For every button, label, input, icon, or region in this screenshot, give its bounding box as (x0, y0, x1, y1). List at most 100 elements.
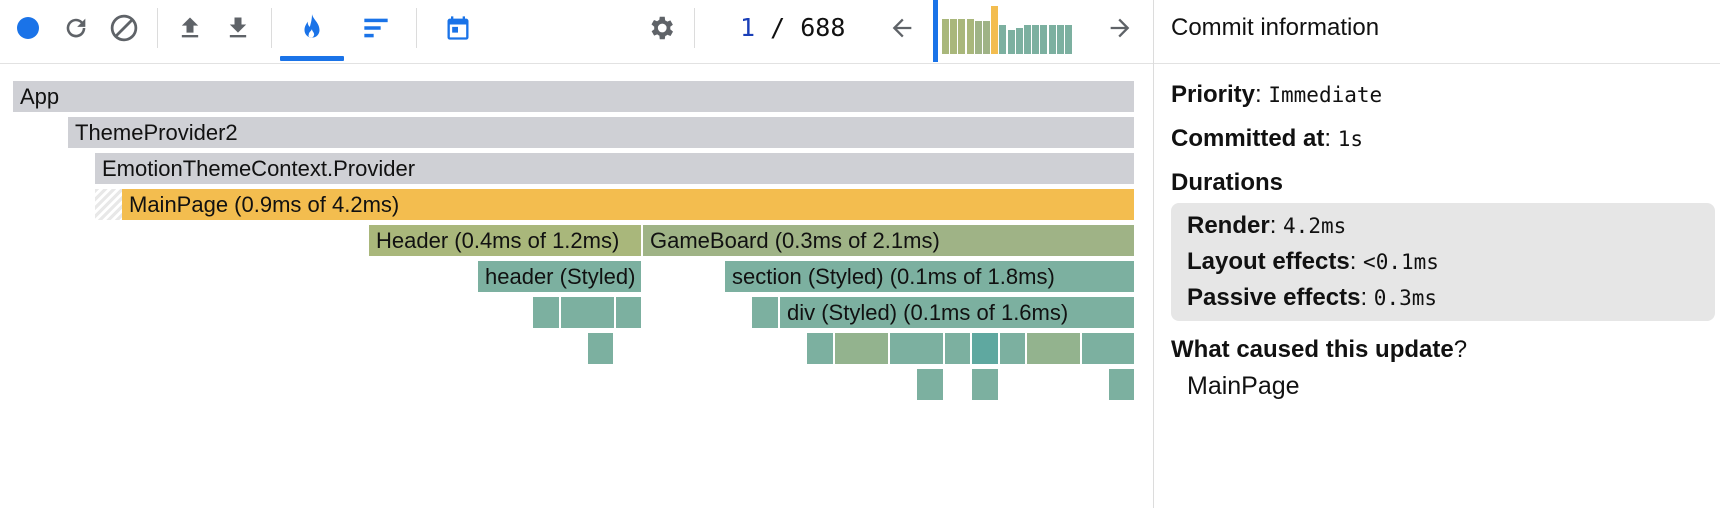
committed-at-label: Committed at (1171, 125, 1325, 152)
flame-node-emotion-theme-context-provider[interactable]: EmotionThemeContext.Provider (95, 153, 1136, 186)
record-button[interactable] (6, 8, 50, 48)
flame-node-app[interactable]: App (13, 81, 1136, 114)
priority-row: Priority: Immediate (1171, 81, 1383, 108)
commit-bar[interactable] (999, 25, 1007, 54)
render-duration-row: Render: 4.2ms (1187, 212, 1347, 239)
commit-bar[interactable] (1048, 25, 1056, 54)
render-value: 4.2ms (1283, 214, 1347, 238)
commit-bar[interactable] (983, 21, 990, 54)
committed-at-value: 1s (1337, 127, 1363, 151)
previous-commit-button[interactable] (880, 8, 924, 48)
timeline-icon (447, 16, 469, 40)
layout-effects-value: <0.1ms (1363, 250, 1439, 274)
flame-node-small[interactable] (1000, 333, 1027, 366)
flame-node-div-styled[interactable]: div (Styled) (0.1ms of 1.6ms) (780, 297, 1136, 330)
profiler-settings-button[interactable] (639, 8, 683, 48)
commit-bar[interactable] (974, 21, 982, 54)
next-arrow-icon (1110, 18, 1130, 38)
ranked-chart-icon (364, 18, 388, 38)
commit-bar[interactable] (1056, 25, 1064, 54)
panel-header: Commit information (1154, 0, 1720, 64)
flame-node-gameboard[interactable]: GameBoard (0.3ms of 2.1ms) (643, 225, 1136, 258)
previous-arrow-icon (892, 18, 912, 38)
durations-box: Render: 4.2ms Layout effects: <0.1ms Pas… (1171, 203, 1715, 321)
settings-icon (651, 16, 673, 40)
tab-ranked-chart[interactable] (354, 8, 398, 48)
commit-bar[interactable] (966, 19, 974, 54)
flame-node-small[interactable] (1109, 369, 1136, 402)
flame-node-small[interactable] (588, 333, 615, 366)
flame-node-themeprovider2[interactable]: ThemeProvider2 (68, 117, 1136, 150)
panel-title: Commit information (1171, 14, 1380, 41)
priority-value: Immediate (1268, 83, 1383, 107)
flame-node-header[interactable]: Header (0.4ms of 1.2ms) (369, 225, 643, 258)
toolbar-separator (694, 8, 695, 48)
load-profile-button[interactable] (168, 8, 212, 48)
tab-timeline[interactable] (436, 8, 480, 48)
flame-node-small[interactable] (752, 297, 780, 330)
commit-bar[interactable] (1032, 25, 1040, 54)
durations-heading: Durations (1171, 168, 1283, 198)
flame-node-small[interactable] (561, 297, 616, 330)
toolbar-separator (157, 8, 158, 48)
download-icon (229, 17, 247, 38)
flame-node-small[interactable] (807, 333, 835, 366)
commit-bar[interactable] (1015, 28, 1023, 54)
commit-information-panel: Commit information Priority: Immediate C… (1153, 0, 1720, 508)
save-profile-button[interactable] (216, 8, 260, 48)
flame-node-small[interactable] (972, 333, 1000, 366)
flame-node-small[interactable] (1082, 333, 1136, 366)
render-label: Render (1187, 212, 1270, 239)
tab-flame-chart[interactable] (290, 8, 334, 48)
flame-node-small[interactable] (616, 297, 643, 330)
upload-icon (181, 17, 199, 38)
priority-label: Priority (1171, 81, 1256, 108)
flame-node-small[interactable] (917, 369, 945, 402)
commit-bar[interactable] (950, 19, 958, 54)
reload-icon (66, 18, 86, 38)
flame-node-mainpage[interactable]: MainPage (0.9ms of 4.2ms) (122, 189, 1136, 222)
layout-effects-label: Layout effects (1187, 248, 1350, 275)
record-icon (17, 17, 39, 39)
flame-node-section-styled[interactable]: section (Styled) (0.1ms of 1.8ms) (725, 261, 1136, 294)
toolbar-separator (271, 8, 272, 48)
passive-effects-value: 0.3ms (1373, 286, 1438, 310)
clear-profiling-data-button[interactable] (102, 8, 146, 48)
total-commits: 688 (800, 13, 846, 42)
passive-effects-row: Passive effects: 0.3ms (1187, 284, 1438, 311)
next-commit-button[interactable] (1098, 8, 1142, 48)
layout-effects-row: Layout effects: <0.1ms (1187, 248, 1439, 275)
flame-node-small[interactable] (890, 333, 945, 366)
committed-at-row: Committed at: 1s (1171, 125, 1363, 152)
clear-icon (110, 14, 138, 42)
update-cause-label: What caused this update (1171, 336, 1454, 363)
durations-label: Durations (1171, 169, 1284, 196)
commit-separator: / (755, 13, 801, 42)
reload-and-profile-button[interactable] (54, 8, 98, 48)
commit-bar[interactable] (1040, 25, 1048, 54)
passive-effects-label: Passive effects (1187, 284, 1361, 311)
flame-node-small[interactable] (945, 333, 972, 366)
flame-chart-icon (304, 14, 320, 38)
flame-node-small[interactable] (972, 369, 1000, 402)
flame-node-small[interactable] (835, 333, 890, 366)
commit-bar[interactable] (958, 19, 966, 54)
commit-bar[interactable] (991, 6, 999, 54)
flame-node-header-styled[interactable]: header (Styled) (478, 261, 643, 294)
commit-snapshot-selector[interactable] (933, 0, 1085, 62)
self-time-hatch (95, 189, 122, 220)
selected-commit-indicator (933, 0, 938, 62)
commit-counter: 1 / 688 (740, 12, 845, 44)
flame-node-small[interactable] (1027, 333, 1082, 366)
profiler-toolbar: 1 / 688 (0, 0, 1153, 64)
commit-bar[interactable] (1024, 25, 1031, 54)
current-commit-number: 1 (740, 13, 756, 42)
flame-node-small[interactable] (533, 297, 561, 330)
toolbar-separator (416, 8, 417, 48)
commit-bar[interactable] (942, 19, 949, 54)
update-cause-heading: What caused this update? (1171, 336, 1468, 363)
flame-graph: App ThemeProvider2 EmotionThemeContext.P… (0, 63, 1153, 508)
commit-bar[interactable] (1007, 30, 1015, 54)
commit-bar[interactable] (1065, 25, 1072, 54)
update-cause-component[interactable]: MainPage (1187, 372, 1300, 400)
